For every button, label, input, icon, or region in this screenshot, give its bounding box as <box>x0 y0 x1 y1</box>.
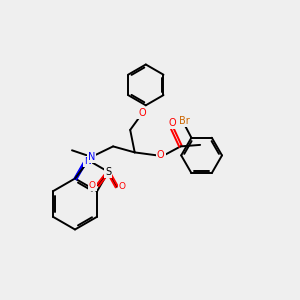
Text: N: N <box>88 152 95 162</box>
Text: N: N <box>84 157 91 166</box>
Text: O: O <box>89 181 96 190</box>
Text: O: O <box>168 118 176 128</box>
Text: O: O <box>118 182 126 191</box>
Text: Br: Br <box>179 116 190 126</box>
Text: O: O <box>138 108 146 118</box>
Text: S: S <box>105 167 111 177</box>
Text: O: O <box>157 150 165 161</box>
